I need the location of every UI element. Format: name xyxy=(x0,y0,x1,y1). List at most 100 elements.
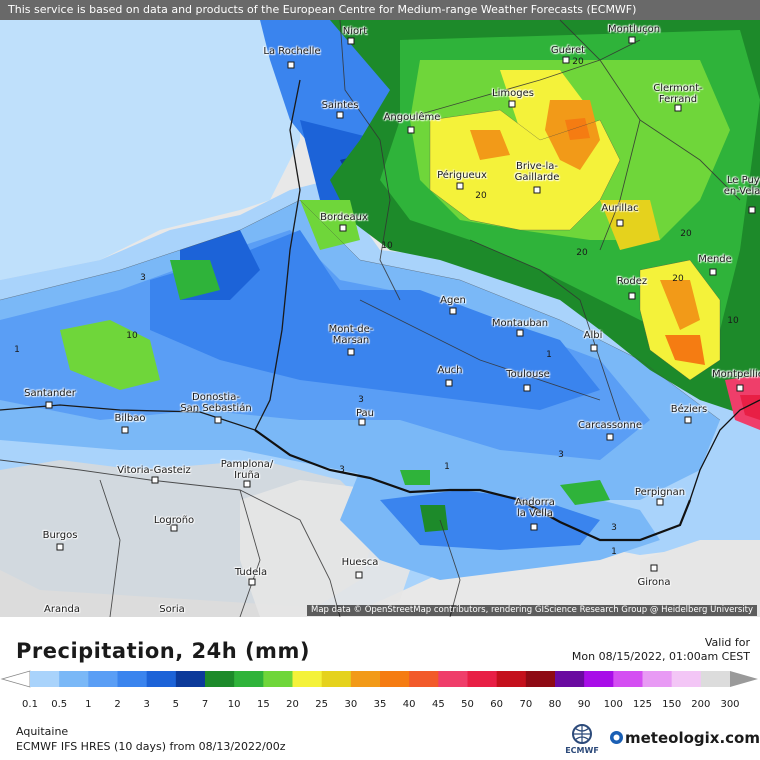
city-label: Mende xyxy=(698,254,732,265)
city-label: Girona xyxy=(637,577,671,588)
meteologix-brand[interactable]: meteologix.com xyxy=(625,729,760,747)
data-disclaimer: This service is based on data and produc… xyxy=(0,0,760,20)
city-marker xyxy=(347,348,355,356)
color-scale-box xyxy=(321,671,352,687)
precipitation-map[interactable]: This service is based on data and produc… xyxy=(0,0,760,617)
color-scale-box xyxy=(234,671,264,687)
city-label: Albi xyxy=(583,330,603,341)
color-scale-box xyxy=(525,671,556,687)
color-scale-box xyxy=(380,671,410,687)
legend-panel: Precipitation, 24h (mm) Valid for Mon 08… xyxy=(0,617,760,760)
color-scale-box xyxy=(613,671,643,687)
color-scale-label: 90 xyxy=(577,699,591,710)
city-label: Perpignan xyxy=(634,487,686,498)
region-name: Aquitaine xyxy=(16,725,69,738)
city-marker xyxy=(523,384,531,392)
color-scale-box xyxy=(409,671,439,687)
city-marker xyxy=(56,543,64,551)
color-scale-max-arrow xyxy=(730,671,758,687)
contour-label: 20 xyxy=(672,274,684,284)
color-scale-label: 125 xyxy=(632,699,653,710)
color-scale-box xyxy=(88,671,118,687)
city-label: Agen xyxy=(440,295,466,306)
color-scale-label: 7 xyxy=(201,699,209,710)
contour-label: 10 xyxy=(727,316,739,326)
color-scale-bar xyxy=(0,670,758,688)
color-scale-label: 200 xyxy=(691,699,711,710)
city-label: Huesca xyxy=(341,557,379,568)
color-scale-box xyxy=(438,671,468,687)
city-label: Vitoria-Gasteiz xyxy=(117,465,191,476)
contour-label: 3 xyxy=(611,523,617,533)
city-marker xyxy=(407,126,415,134)
valid-time: Mon 08/15/2022, 01:00am CEST xyxy=(571,650,750,663)
color-scale-min-arrow xyxy=(0,670,31,688)
city-label: La Rochelle xyxy=(263,46,321,57)
city-label: Clermont- Ferrand xyxy=(653,83,703,105)
city-label: Aranda xyxy=(44,604,80,615)
city-marker xyxy=(650,564,658,572)
ecmwf-logo-icon xyxy=(572,724,592,744)
city-label: Guéret xyxy=(550,45,586,56)
map-attribution: Map data © OpenStreetMap contributors, r… xyxy=(307,605,757,616)
contour-label: 20 xyxy=(475,191,487,201)
city-label: Mont-de- Marsan xyxy=(328,324,374,346)
color-scale-box xyxy=(117,671,148,687)
city-label: Saintes xyxy=(321,100,359,111)
city-marker xyxy=(336,111,344,119)
legend-title: Precipitation, 24h (mm) xyxy=(16,639,310,663)
city-label: Montauban xyxy=(491,318,549,329)
contour-label: 20 xyxy=(576,248,588,258)
city-label: Carcassonne xyxy=(578,420,642,431)
city-marker xyxy=(45,401,53,409)
city-label: Rodez xyxy=(616,276,648,287)
contour-label: 1 xyxy=(14,345,20,355)
color-scale-box xyxy=(555,671,585,687)
city-marker xyxy=(358,418,366,426)
city-marker xyxy=(590,344,598,352)
color-scale-label: 80 xyxy=(548,699,562,710)
color-scale-box xyxy=(292,671,323,687)
city-label: Andorra la Vella xyxy=(515,497,555,519)
color-scale-box xyxy=(263,671,293,687)
color-scale-label: 1 xyxy=(85,699,92,710)
city-marker xyxy=(748,206,756,214)
color-scale-box xyxy=(175,671,206,687)
city-marker xyxy=(151,476,159,484)
contour-label: 10 xyxy=(126,331,138,341)
valid-for-label: Valid for xyxy=(704,636,750,649)
color-scale-box xyxy=(700,671,731,687)
color-scale-box xyxy=(205,671,235,687)
city-marker xyxy=(674,104,682,112)
city-label: Tudela xyxy=(234,567,268,578)
city-marker xyxy=(616,219,624,227)
city-label: Périgueux xyxy=(437,170,487,181)
color-scale-label: 40 xyxy=(402,699,416,710)
city-marker xyxy=(628,36,636,44)
contour-label: 3 xyxy=(339,465,345,475)
city-marker xyxy=(656,498,664,506)
city-label: Donostia- San Sebastián xyxy=(180,392,252,414)
city-label: Brive-la- Gaillarde xyxy=(514,161,560,183)
color-scale-box xyxy=(642,671,673,687)
city-marker xyxy=(347,37,355,45)
color-scale-label: 45 xyxy=(431,699,445,710)
city-label: Auch xyxy=(437,365,463,376)
city-marker xyxy=(287,61,295,69)
city-marker xyxy=(121,426,129,434)
color-scale-label: 20 xyxy=(286,699,299,710)
contour-label: 1 xyxy=(611,547,617,557)
color-scale-label: 100 xyxy=(603,699,623,710)
city-marker xyxy=(449,307,457,315)
city-marker xyxy=(684,416,692,424)
city-marker xyxy=(530,523,538,531)
city-marker xyxy=(508,100,516,108)
city-marker xyxy=(533,186,541,194)
city-label: Burgos xyxy=(42,530,78,541)
contour-label: 20 xyxy=(572,57,584,67)
city-label: Pamplona/ Iruña xyxy=(220,459,274,481)
color-scale-label: 0.1 xyxy=(22,699,38,710)
city-marker xyxy=(456,182,464,190)
color-scale-label: 5 xyxy=(172,699,180,710)
city-marker xyxy=(445,379,453,387)
